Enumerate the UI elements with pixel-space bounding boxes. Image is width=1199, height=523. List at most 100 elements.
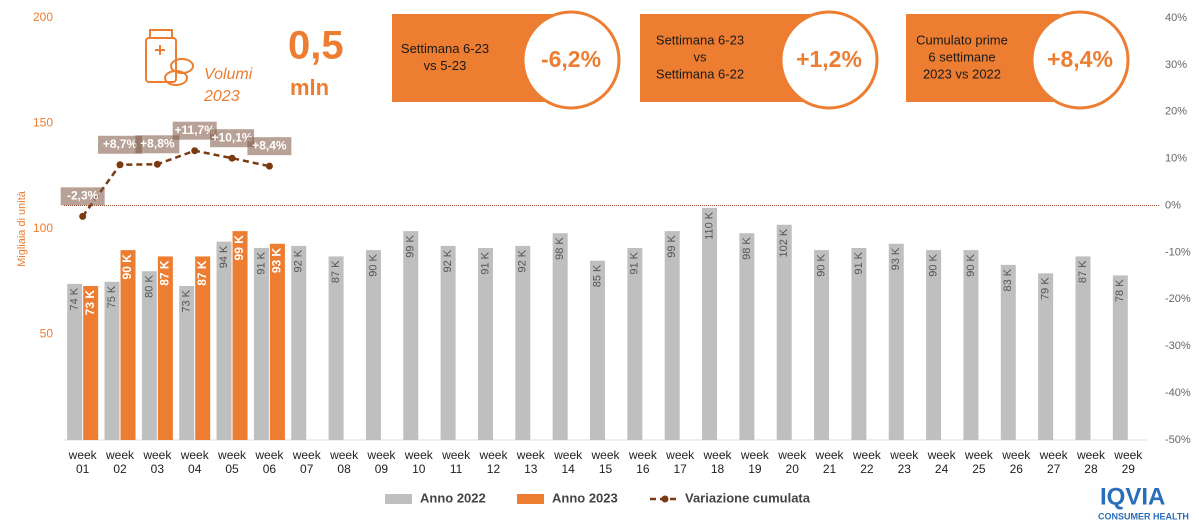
y2-tick-label: 0% [1165, 199, 1181, 211]
bar-value-label: 90 K [928, 253, 940, 276]
x-tick-label: week 04 [180, 448, 209, 476]
bar-value-label: 92 K [442, 249, 454, 272]
y2-tick-label: -50% [1165, 434, 1191, 446]
y-axis-label: Migliaia di unità [16, 190, 28, 267]
x-tick-label: week 06 [255, 448, 284, 476]
bar-value-label: 110 K [703, 211, 715, 240]
bar [328, 256, 344, 440]
x-tick-label: week 18 [703, 448, 732, 476]
bar [83, 285, 99, 440]
bar-value-label: 78 K [1114, 279, 1126, 302]
bar-value-label: 92 K [517, 249, 529, 272]
line-point [191, 147, 199, 155]
y2-tick-label: 10% [1165, 153, 1187, 165]
bar-value-label: 87 K [158, 260, 172, 286]
bar [179, 285, 195, 440]
x-tick-label: week 26 [1002, 448, 1031, 476]
bar [104, 281, 120, 440]
line-point [79, 212, 87, 220]
bar-value-label: 93 K [890, 247, 902, 270]
bar-value-label: 91 K [479, 251, 491, 274]
bar [590, 260, 605, 440]
bar [440, 245, 456, 440]
bar [776, 224, 792, 440]
callout-text: Settimana 6-22 [656, 66, 744, 81]
icon [145, 29, 194, 86]
bar-value-label: 87 K [1077, 260, 1089, 283]
x-tick-label: week 15 [591, 448, 620, 476]
callout-circle [1030, 10, 1130, 110]
y2-tick-label: 20% [1165, 106, 1187, 118]
x-tick-label: week 02 [106, 448, 135, 476]
bar [1075, 256, 1091, 440]
line-value-label: +8,7% [103, 137, 138, 151]
y-tick-label: 150 [33, 116, 53, 130]
bar [195, 256, 211, 440]
bar-value-label: 74 K [69, 287, 81, 310]
line-label-bg [247, 137, 292, 156]
bar-value-label: 80 K [143, 275, 155, 298]
logo: IQVIA [1100, 483, 1165, 510]
bar-value-label: 99 K [405, 234, 417, 257]
x-tick-label: week 10 [404, 448, 433, 476]
legend-swatch [385, 494, 412, 504]
bar-value-label: 99 K [232, 235, 246, 261]
y-tick-label: 200 [33, 10, 53, 24]
y2-tick-label: 40% [1165, 12, 1187, 24]
bar [253, 247, 269, 440]
x-tick-label: week 07 [292, 448, 321, 476]
legend-label: Anno 2023 [552, 490, 618, 505]
bar [888, 243, 904, 440]
headline-label: Volumi [204, 66, 253, 83]
bar [67, 283, 83, 440]
x-tick-label: week 09 [367, 448, 396, 476]
x-tick-label: week 28 [1076, 448, 1105, 476]
line-value-label: +8,4% [252, 138, 287, 152]
x-tick-label: week 14 [554, 448, 583, 476]
bar-value-label: 90 K [120, 254, 134, 280]
bar [477, 247, 493, 440]
callout-text: vs 5-23 [424, 58, 467, 73]
x-tick-label: week 20 [778, 448, 807, 476]
callout-text: Settimana 6-23 [656, 32, 744, 47]
y2-tick-label: -30% [1165, 340, 1191, 352]
logo-tagline: CONSUMER HEALTH [1098, 511, 1189, 521]
line-label-bg [98, 135, 143, 154]
bar [365, 250, 381, 440]
x-tick-label: week 08 [330, 448, 359, 476]
legend-swatch [517, 494, 544, 504]
bar [814, 250, 830, 440]
bar-value-label: 98 K [554, 237, 566, 260]
bar [232, 231, 248, 440]
bar [627, 247, 643, 440]
callout-text: Cumulato prime [916, 32, 1008, 47]
x-tick-label: week 22 [852, 448, 881, 476]
callout-circle [779, 10, 879, 110]
line-label-bg [135, 135, 180, 154]
line-label-bg [172, 121, 217, 140]
x-tick-label: week 01 [68, 448, 97, 476]
x-tick-label: week 03 [143, 448, 172, 476]
x-tick-label: week 13 [516, 448, 545, 476]
bar-value-label: 75 K [106, 285, 118, 308]
callout-text: Settimana 6-23 [401, 41, 489, 56]
callout-text: vs [694, 49, 708, 64]
line-point [116, 161, 124, 169]
bar [157, 256, 173, 440]
callout-circle [521, 10, 621, 110]
x-tick-label: week 05 [218, 448, 247, 476]
bar-value-label: 73 K [181, 289, 193, 312]
headline-label: 2023 [203, 88, 240, 105]
bar-value-label: 91 K [629, 251, 641, 274]
x-tick-label: week 25 [964, 448, 993, 476]
bar [702, 207, 718, 440]
bar-value-label: 90 K [815, 253, 827, 276]
x-tick-label: week 11 [442, 448, 471, 476]
y2-tick-label: -20% [1165, 293, 1191, 305]
x-tick-label: week 17 [666, 448, 695, 476]
bar-value-label: 87 K [195, 260, 209, 286]
x-tick-label: week 24 [927, 448, 956, 476]
bar [291, 245, 307, 440]
